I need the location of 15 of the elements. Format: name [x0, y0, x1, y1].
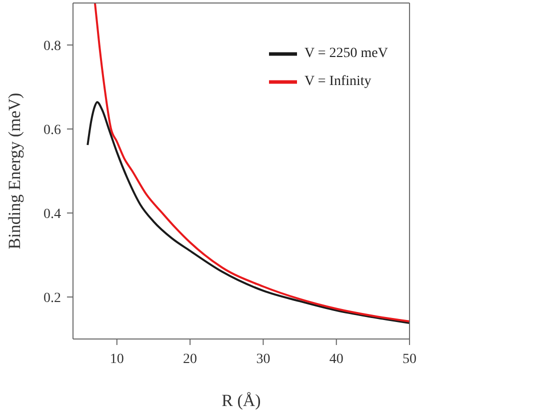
- y-tick-label: 0.2: [44, 290, 61, 306]
- y-tick-label: 0.6: [44, 122, 61, 138]
- y-tick-label: 0.8: [44, 38, 61, 54]
- x-tick-label: 30: [256, 352, 270, 367]
- x-tick-label: 40: [329, 352, 344, 367]
- x-axis-title: R (Å): [222, 391, 261, 410]
- x-tick-label: 10: [110, 352, 124, 367]
- legend-label: V = Infinity: [304, 74, 372, 90]
- x-tick-label: 20: [183, 352, 198, 367]
- y-axis-title: Binding Energy (meV): [5, 92, 24, 250]
- legend-label: V = 2250 meV: [304, 46, 388, 62]
- x-tick-label: 50: [402, 352, 417, 367]
- line-series: [94, 3, 410, 322]
- y-tick-label: 0.4: [44, 206, 61, 222]
- line-series: [86, 101, 410, 324]
